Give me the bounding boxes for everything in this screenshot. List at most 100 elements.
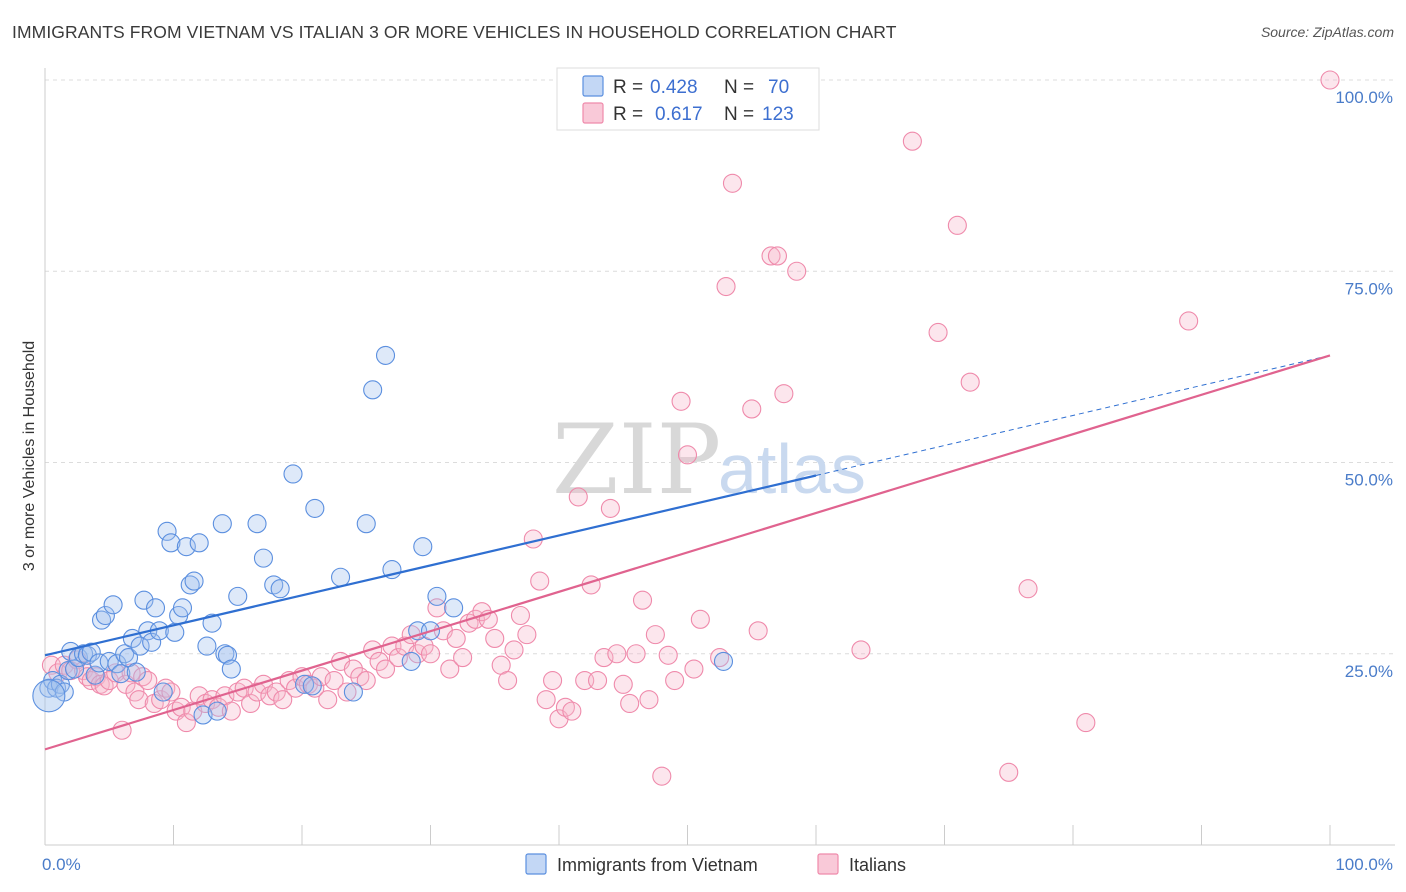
- y-tick-100: 100.0%: [1335, 88, 1393, 107]
- vietnam-point: [207, 701, 227, 721]
- italians-point: [273, 690, 293, 710]
- italians-point: [420, 644, 441, 664]
- watermark-atlas: atlas: [718, 430, 866, 508]
- bottom-legend-swatch-vietnam: [525, 853, 547, 875]
- italians-point: [600, 498, 620, 518]
- vietnam-point: [212, 514, 232, 534]
- vietnam-point: [65, 659, 85, 679]
- y-tick-25: 25.0%: [1345, 662, 1393, 681]
- italians-point: [613, 674, 633, 694]
- italians-point: [530, 571, 550, 591]
- italians-point: [247, 682, 267, 702]
- vietnam-point: [197, 636, 217, 656]
- legend-swatch-vietnam: [582, 75, 604, 97]
- italians-point: [690, 609, 710, 629]
- bottom-legend-label-vietnam: Immigrants from Vietnam: [557, 855, 758, 875]
- vietnam-point: [157, 521, 177, 541]
- italians-point: [1076, 713, 1096, 733]
- watermark: ZIP atlas: [552, 404, 866, 516]
- vietnam-point: [115, 644, 135, 664]
- watermark-zip: ZIP: [552, 404, 721, 516]
- italians-point: [639, 690, 659, 710]
- vietnam-point: [134, 590, 154, 610]
- italians-point: [684, 659, 704, 679]
- italians-point: [151, 690, 171, 710]
- italians-point: [620, 693, 640, 714]
- italians-point: [594, 648, 614, 668]
- italians-point: [440, 659, 460, 679]
- italians-point: [324, 670, 344, 691]
- italians-point: [851, 640, 871, 660]
- italians-point: [568, 487, 588, 507]
- trend-lines: [44, 354, 1331, 751]
- vietnam-point: [99, 651, 119, 671]
- y-tick-50: 50.0%: [1345, 471, 1393, 490]
- top-legend: R = 0.428 N = 70 R = 0.617 N = 123: [556, 67, 820, 131]
- italians-point: [774, 384, 794, 404]
- vietnam-point: [330, 567, 351, 587]
- vietnam-point: [295, 674, 315, 694]
- italians-point: [928, 322, 948, 343]
- legend-n-value-1: 70: [768, 77, 789, 98]
- vietnam-point: [270, 579, 290, 599]
- italians-point: [498, 670, 518, 691]
- italians-point: [587, 670, 608, 691]
- italians-point: [710, 648, 730, 668]
- bottom-legend: Immigrants from Vietnam Italians: [525, 853, 906, 875]
- vietnam-point: [302, 676, 322, 696]
- italians-point: [121, 663, 141, 683]
- italians-point: [722, 173, 743, 193]
- legend-n-value-2: 123: [762, 104, 794, 125]
- italians-point: [202, 690, 222, 710]
- legend-swatch-italians: [582, 102, 604, 124]
- vietnam-point: [107, 654, 127, 674]
- grid-lines: [45, 79, 1395, 655]
- italians-point: [607, 644, 627, 664]
- italians-point: [652, 766, 672, 786]
- axes: [44, 68, 1395, 846]
- vietnam-point: [184, 571, 204, 591]
- italians-point: [658, 645, 678, 665]
- x-tick-0: 0.0%: [42, 855, 81, 874]
- italians-point: [626, 644, 646, 664]
- vietnam-point: [126, 662, 146, 682]
- vietnam-point: [189, 533, 209, 553]
- italians-point: [1018, 579, 1038, 599]
- vietnam-point: [180, 575, 200, 595]
- italians-point: [562, 701, 582, 721]
- legend-r-value-1: 0.428: [650, 77, 698, 98]
- trend-line-vietnam: [44, 474, 817, 657]
- bottom-legend-swatch-italians: [817, 853, 839, 875]
- vietnam-point: [221, 659, 241, 679]
- legend-r-label-1: R =: [613, 77, 643, 98]
- vietnam-point: [176, 537, 196, 557]
- italians-point: [960, 372, 980, 392]
- italians-point: [485, 628, 505, 649]
- trend-line-italians: [44, 354, 1331, 751]
- x-tick-100: 100.0%: [1335, 855, 1393, 874]
- trend-line-vietnam-extension: [815, 354, 1331, 476]
- vietnam-point: [58, 661, 78, 681]
- legend-r-value-2: 0.617: [655, 104, 703, 125]
- italians-point: [375, 659, 396, 679]
- legend-n-label-1: N =: [724, 77, 754, 98]
- italians-point: [716, 276, 736, 297]
- italians-point: [453, 648, 473, 668]
- italians-point: [999, 762, 1019, 782]
- italians-point: [767, 246, 788, 266]
- vietnam-point: [363, 380, 383, 400]
- italians-point: [318, 690, 338, 710]
- italians-point: [112, 720, 132, 740]
- italians-point: [536, 690, 556, 710]
- italians-point: [665, 670, 685, 691]
- vietnam-point: [153, 682, 173, 702]
- vietnam-point: [161, 533, 181, 553]
- italians-point: [176, 713, 196, 733]
- italians-point: [671, 391, 691, 411]
- italians-point: [504, 640, 524, 660]
- italians-point: [337, 682, 357, 702]
- italians-point: [369, 651, 389, 671]
- italians-point: [510, 605, 531, 626]
- vietnam-point: [283, 464, 303, 484]
